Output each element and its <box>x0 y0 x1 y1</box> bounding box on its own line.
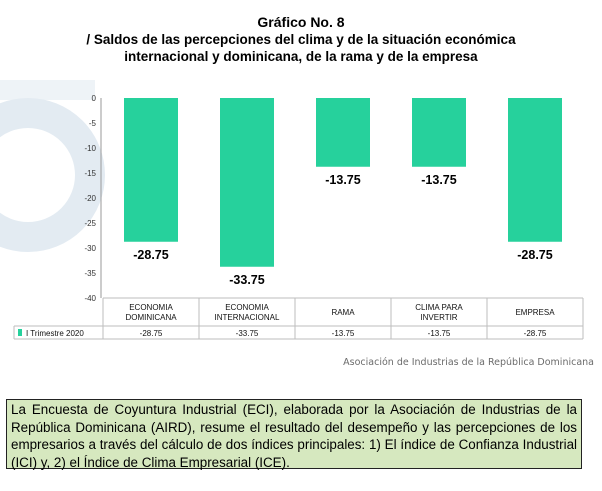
bar <box>316 98 370 167</box>
chart-title: Gráfico No. 8 / Saldos de las percepcion… <box>0 14 602 65</box>
data-label: -13.75 <box>325 173 360 187</box>
y-tick-label: -10 <box>84 144 96 153</box>
y-tick-label: -25 <box>84 219 96 228</box>
legend-swatch <box>18 329 22 336</box>
data-label: -33.75 <box>229 273 264 287</box>
table-value: -33.75 <box>236 329 259 338</box>
bar <box>508 98 562 242</box>
y-tick-label: -20 <box>84 194 96 203</box>
y-tick-label: -40 <box>84 294 96 303</box>
bar <box>412 98 466 167</box>
gear-watermark-icon <box>0 98 105 252</box>
x-category-label: CLIMA PARA <box>415 303 463 312</box>
y-tick-label: 0 <box>92 94 97 103</box>
x-category-label: INTERNACIONAL <box>215 313 280 322</box>
x-category-label: DOMINICANA <box>125 313 177 322</box>
bar <box>124 98 178 242</box>
y-tick-label: -35 <box>84 269 96 278</box>
title-line-1: Gráfico No. 8 <box>257 14 345 30</box>
x-category-label: EMPRESA <box>515 308 555 317</box>
bar-chart: 0 -5 -10 -15 -20 -25 -30 -35 -40 -28.75 -33.75 -13.… <box>0 70 584 340</box>
x-category-label: INVERTIR <box>420 313 457 322</box>
x-category-label: ECONOMIA <box>225 303 269 312</box>
table-value: -28.75 <box>140 329 163 338</box>
x-category-label: RAMA <box>331 308 355 317</box>
y-tick-label: -5 <box>89 119 97 128</box>
data-label: -13.75 <box>421 173 456 187</box>
data-label: -28.75 <box>133 248 168 262</box>
source-attribution: Asociación de Industrias de la República… <box>343 357 594 368</box>
title-line-2: / Saldos de las percepciones del clima y… <box>86 32 516 47</box>
x-category-label: ECONOMIA <box>129 303 173 312</box>
table-value: -13.75 <box>332 329 355 338</box>
legend-series-name: I Trimestre 2020 <box>26 329 84 338</box>
y-tick-label: -30 <box>84 244 96 253</box>
bar <box>220 98 274 267</box>
table-value: -28.75 <box>524 329 547 338</box>
y-tick-label: -15 <box>84 169 96 178</box>
watermark-band <box>0 70 95 100</box>
table-value: -13.75 <box>428 329 451 338</box>
note-box: La Encuesta de Coyuntura Industrial (ECI… <box>6 399 582 470</box>
data-label: -28.75 <box>517 248 552 262</box>
title-line-3: internacional y dominicana, de la rama y… <box>124 49 478 64</box>
chart-area: 0 -5 -10 -15 -20 -25 -30 -35 -40 -28.75 -33.75 -13.… <box>0 70 602 380</box>
